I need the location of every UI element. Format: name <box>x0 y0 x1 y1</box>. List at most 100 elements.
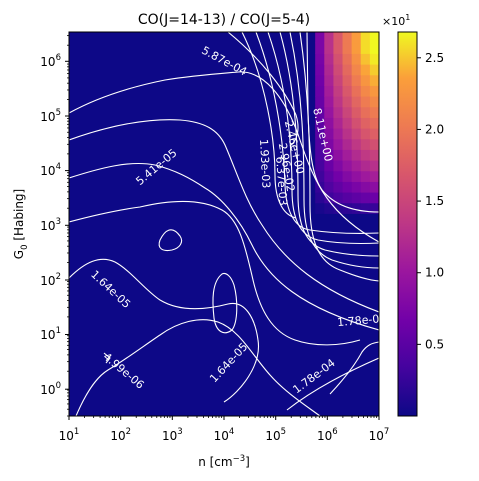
y-axis: 100 101 102 103 104 105 106 <box>40 35 69 417</box>
heatmap-cell <box>315 128 325 140</box>
heatmap-cell <box>324 170 335 182</box>
contour-line <box>69 119 379 313</box>
contour-line <box>241 32 297 219</box>
heatmap-cell <box>324 128 335 140</box>
y-tick: 105 <box>40 108 69 124</box>
heatmap-cell <box>369 96 379 108</box>
heatmap-cell <box>351 85 362 97</box>
x-tick: 104 <box>214 416 235 443</box>
heatmap-cell <box>360 202 371 214</box>
heatmap-cell <box>333 85 344 97</box>
heatmap-cell <box>315 32 325 44</box>
y-tick: 106 <box>40 53 69 69</box>
heatmap-cell <box>315 42 325 54</box>
svg-text:100: 100 <box>40 381 61 397</box>
colorbar-tick-label: 2.0 <box>425 122 444 136</box>
contour-line <box>289 32 379 269</box>
heatmap-cell <box>369 192 379 204</box>
heatmap-cell <box>369 181 379 193</box>
heatmap-cell <box>324 53 335 65</box>
heatmap-cell <box>342 96 353 108</box>
x-tick: 105 <box>265 416 286 443</box>
colorbar-gradient <box>397 31 418 417</box>
colorbar-tick-label: 0.5 <box>425 337 444 351</box>
heatmap-cell <box>360 106 371 118</box>
heatmap-cell <box>324 96 335 108</box>
heatmap-cell <box>369 117 379 129</box>
heatmap-cell <box>351 117 362 129</box>
heatmap-cell <box>369 32 379 44</box>
heatmap-cell <box>351 128 362 140</box>
chart-title: CO(J=14-13) / CO(J=5-4) <box>138 12 310 28</box>
heatmap-cell <box>324 202 335 214</box>
heatmap-cell <box>351 170 362 182</box>
heatmap-cell <box>342 181 353 193</box>
heatmap-cell <box>342 128 353 140</box>
y-tick: 104 <box>40 162 69 178</box>
heatmap-cell <box>333 192 344 204</box>
contour-line <box>69 258 259 403</box>
contour-label: 6.37e-03 <box>273 156 289 206</box>
y-tick: 102 <box>40 272 69 288</box>
x-tick: 107 <box>369 416 390 443</box>
heatmap-cell <box>360 74 371 86</box>
heatmap-cell <box>351 149 362 161</box>
heatmap-cell <box>333 64 344 76</box>
svg-text:101: 101 <box>40 326 61 342</box>
heatmap-cell <box>360 181 371 193</box>
heatmap-cell <box>369 138 379 150</box>
contour-line <box>279 32 379 257</box>
heatmap-cell <box>351 192 362 204</box>
heatmap-cell <box>369 202 379 214</box>
heatmap-cell <box>333 42 344 54</box>
heatmap-cell <box>315 74 325 86</box>
heatmap-cell <box>342 85 353 97</box>
heatmap-cell <box>324 32 335 44</box>
colorbar-tick-label: 1.0 <box>425 266 444 280</box>
svg-text:105: 105 <box>265 427 286 443</box>
heatmap-cell <box>351 32 362 44</box>
heatmap-cell <box>360 138 371 150</box>
heatmap-cell <box>342 202 353 214</box>
contour-label: 1.78e-0 <box>337 312 380 329</box>
x-minor-ticks <box>84 416 378 418</box>
heatmap-cell <box>360 128 371 140</box>
heatmap-cell <box>315 53 325 65</box>
svg-text:107: 107 <box>369 427 390 443</box>
heatmap-cell <box>342 192 353 204</box>
svg-text:104: 104 <box>40 162 61 178</box>
heatmap-cell <box>324 85 335 97</box>
plot-area: 5.87e-045.41e-051.64e-054.99e-06 1.64e-05… <box>69 32 380 416</box>
heatmap-cell <box>351 96 362 108</box>
heatmap-cell <box>351 53 362 65</box>
heatmap-cell <box>333 32 344 44</box>
contour-line <box>286 357 379 411</box>
heatmap-cell <box>342 53 353 65</box>
heatmap-cell <box>342 149 353 161</box>
heatmap-cell <box>360 160 371 172</box>
svg-text:105: 105 <box>40 108 61 124</box>
contour-line <box>329 341 379 395</box>
heatmap-cell <box>369 149 379 161</box>
heatmap-cell <box>369 74 379 86</box>
heatmap-cell <box>333 160 344 172</box>
contour-line <box>158 229 183 252</box>
heatmap-cell <box>342 42 353 54</box>
heatmap-cell <box>315 138 325 150</box>
y-tick: 101 <box>40 326 69 342</box>
heatmap-cell <box>360 192 371 204</box>
heatmap-cell <box>315 106 325 118</box>
heatmap-cell <box>369 42 379 54</box>
svg-text:104: 104 <box>214 427 235 443</box>
heatmap-cell <box>315 192 325 204</box>
heatmap-cells <box>315 32 379 214</box>
heatmap-cell <box>351 106 362 118</box>
heatmap-cell <box>360 42 371 54</box>
contour-label: 1.93e-03 <box>257 139 273 189</box>
heatmap-cell <box>333 128 344 140</box>
heatmap-cell <box>315 202 325 214</box>
heatmap-cell <box>324 74 335 86</box>
y-axis-label: G0 [Habing] <box>12 189 30 259</box>
heatmap-cell <box>342 117 353 129</box>
